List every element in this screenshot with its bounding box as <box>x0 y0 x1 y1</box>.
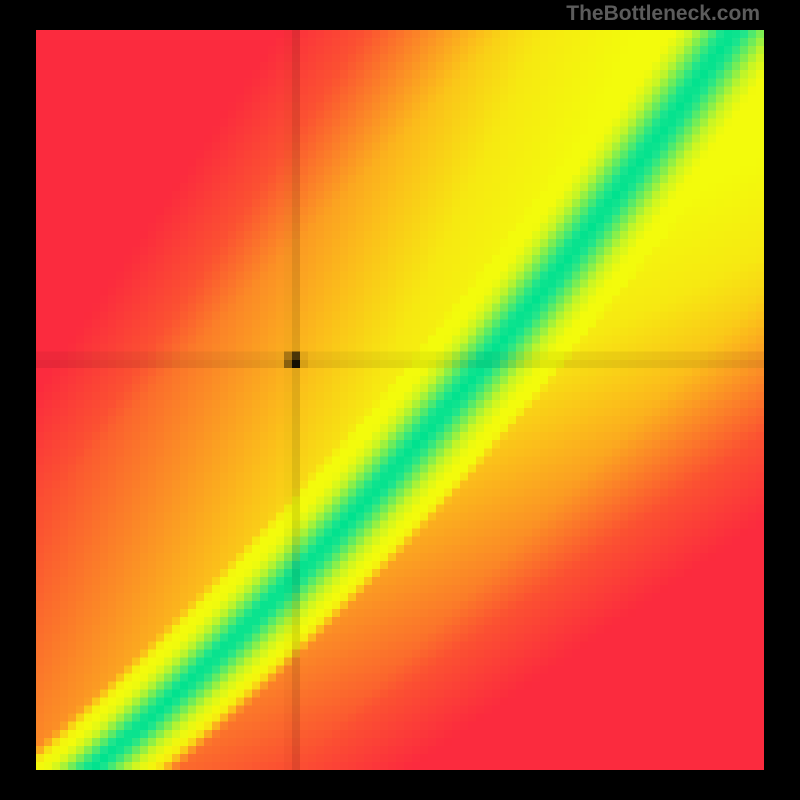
plot-area <box>36 30 764 770</box>
heatmap-canvas <box>36 30 764 770</box>
watermark-text: TheBottleneck.com <box>566 2 760 26</box>
chart-container: TheBottleneck.com <box>0 0 800 800</box>
